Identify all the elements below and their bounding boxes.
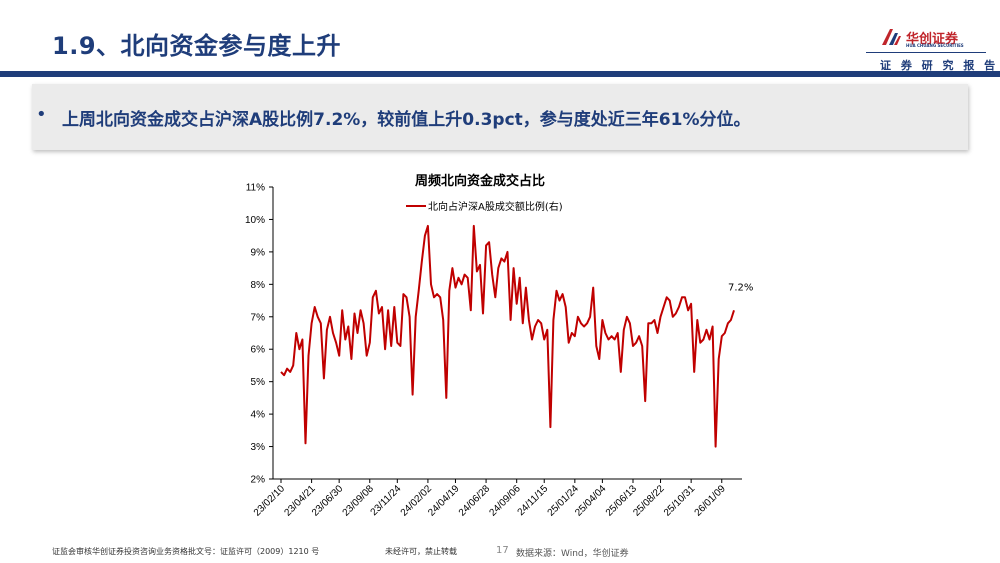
legend-label: 北向占沪深A股成交额比例(右) bbox=[428, 200, 563, 213]
header-divider bbox=[866, 52, 986, 53]
y-tick-label: 11% bbox=[246, 183, 265, 194]
line-chart: 周频北向资金成交占比 北向占沪深A股成交额比例(右) 2% 3% 4% 5% 6% 7% 8… bbox=[245, 173, 753, 519]
x-tick-label: 24/06/28 bbox=[457, 483, 493, 519]
chart-title: 周频北向资金成交占比 bbox=[415, 173, 545, 189]
summary-box bbox=[32, 84, 968, 150]
y-tick-label: 9% bbox=[251, 247, 266, 258]
y-tick-label: 6% bbox=[251, 345, 266, 356]
series-line bbox=[280, 224, 735, 448]
y-tick-label: 8% bbox=[251, 280, 266, 291]
x-tick-label: 25/10/31 bbox=[662, 483, 698, 519]
x-tick-label: 24/04/19 bbox=[426, 483, 462, 519]
y-tick-label: 2% bbox=[251, 475, 266, 486]
x-tick-label: 25/08/22 bbox=[631, 483, 667, 519]
bullet-marker: • bbox=[36, 104, 47, 125]
last-value-annotation: 7.2% bbox=[728, 282, 753, 293]
y-tick-label: 7% bbox=[251, 312, 266, 323]
x-tick-label: 23/06/30 bbox=[310, 483, 346, 519]
company-logo: 华创证券 HUA CHUANG SECURITIES bbox=[880, 27, 980, 49]
data-source: 数据来源：Wind，华创证券 bbox=[516, 549, 629, 559]
x-tick-label: 23/02/10 bbox=[252, 483, 288, 519]
page-number: 17 bbox=[496, 545, 509, 556]
y-tick-label: 5% bbox=[251, 377, 266, 388]
x-tick-label: 25/04/04 bbox=[573, 483, 609, 519]
x-tick-label: 23/11/24 bbox=[369, 483, 404, 518]
summary-text: 上周北向资金成交占沪深A股比例7.2%，较前值上升0.3pct，参与度处近三年6… bbox=[62, 110, 751, 130]
logo-text-cn: 华创证券 bbox=[906, 32, 959, 47]
report-subtitle: 证 券 研 究 报 告 bbox=[880, 59, 999, 72]
footer-license: 证监会审核华创证券投资咨询业务资格批文号：证监许可（2009）1210 号 bbox=[52, 547, 320, 556]
footer-notice: 未经许可，禁止转载 bbox=[385, 547, 457, 556]
y-tick-label: 3% bbox=[251, 442, 266, 453]
logo-mark-icon bbox=[882, 29, 901, 45]
x-tick-label: 26/01/09 bbox=[693, 483, 729, 519]
page-title: 1.9、北向资金参与度上升 bbox=[52, 32, 342, 60]
x-tick-label: 24/11/15 bbox=[516, 483, 551, 518]
header-bar bbox=[0, 71, 1000, 77]
logo-text-en: HUA CHUANG SECURITIES bbox=[906, 43, 964, 48]
y-tick-label: 4% bbox=[251, 410, 266, 421]
y-tick-label: 10% bbox=[245, 215, 265, 226]
